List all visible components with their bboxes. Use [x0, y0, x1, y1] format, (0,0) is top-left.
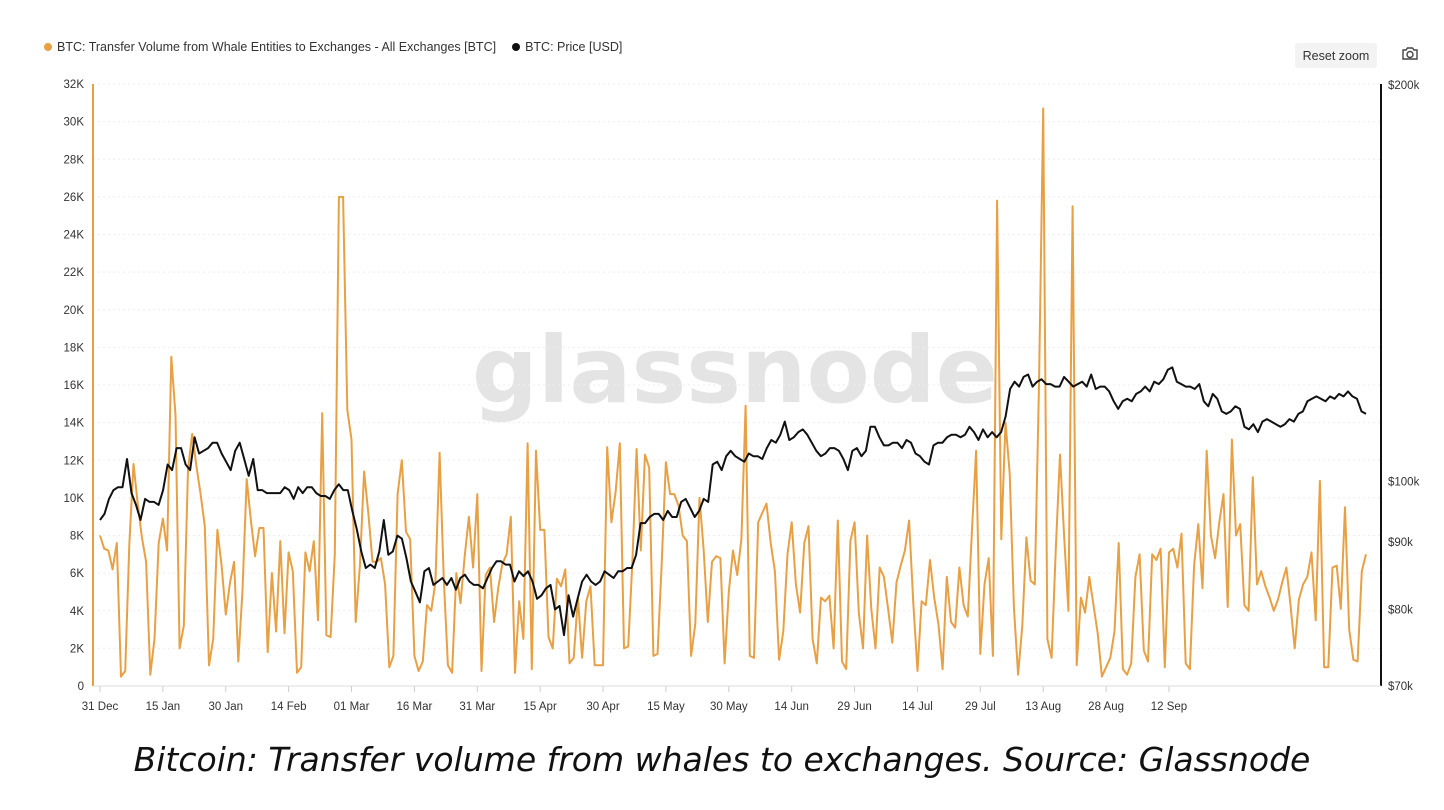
figure-caption: Bitcoin: Transfer volume from whales to … — [133, 740, 1311, 779]
x-tick-label: 12 Sep — [1151, 701, 1187, 713]
legend-label-price: BTC: Price [USD] — [525, 40, 623, 54]
legend-label-whale-volume: BTC: Transfer Volume from Whale Entities… — [57, 40, 497, 54]
right-tick-label: $70k — [1388, 681, 1413, 693]
x-tick-label: 01 Mar — [334, 701, 370, 713]
x-tick-label: 28 Aug — [1088, 701, 1124, 713]
watermark-text: glassnode — [472, 317, 998, 424]
left-tick-label: 28K — [64, 154, 85, 166]
price-line — [99, 366, 1367, 637]
whale-volume-line — [99, 107, 1367, 678]
left-axis-ticks: 0 2K 4K 6K 8K 10K 12K 14K 16K 18K 20K 22K 24K 26K 28K 3… — [64, 79, 85, 693]
camera-icon[interactable] — [1400, 45, 1420, 63]
x-tick-label: 31 Mar — [459, 701, 495, 713]
right-tick-label: $100k — [1388, 476, 1420, 488]
left-tick-label: 0 — [78, 681, 84, 693]
left-tick-label: 8K — [70, 531, 84, 543]
left-tick-label: 14K — [64, 418, 85, 430]
left-tick-label: 24K — [64, 230, 85, 242]
chart-area: glassnode 0 2K 4K 6K 8K 10K 12K 14K 16K 18K 20K 22K… — [64, 79, 1420, 713]
x-tick-label: 30 May — [710, 701, 748, 713]
left-tick-label: 22K — [64, 267, 85, 279]
legend-dot-whale-volume — [44, 43, 52, 51]
legend-item-whale-volume[interactable]: BTC: Transfer Volume from Whale Entities… — [44, 40, 496, 54]
left-tick-label: 16K — [64, 380, 85, 392]
left-tick-label: 6K — [70, 568, 84, 580]
x-tick-label: 14 Jul — [902, 701, 933, 713]
x-tick-label: 15 Jan — [146, 701, 181, 713]
left-tick-label: 32K — [64, 79, 85, 91]
x-tick-label: 14 Jun — [774, 701, 809, 713]
left-tick-label: 12K — [64, 455, 85, 467]
left-tick-label: 20K — [64, 305, 85, 317]
left-tick-label: 30K — [64, 117, 85, 129]
x-tick-label: 14 Feb — [271, 701, 307, 713]
x-tick-label: 30 Jan — [208, 701, 243, 713]
x-tick-label: 31 Dec — [82, 701, 119, 713]
right-axis-ticks: $70k $80k $90k $100k $200k — [1388, 80, 1420, 693]
series-layer — [99, 107, 1367, 678]
left-tick-label: 26K — [64, 192, 85, 204]
left-tick-label: 10K — [64, 493, 85, 505]
right-tick-label: $90k — [1388, 537, 1413, 549]
left-tick-label: 2K — [70, 643, 84, 655]
x-tick-label: 29 Jul — [965, 701, 996, 713]
chart-legend: BTC: Transfer Volume from Whale Entities… — [44, 40, 622, 54]
x-axis-ticks: 31 Dec 15 Jan 30 Jan 14 Feb 01 Mar 16 Mar 31 M… — [82, 686, 1187, 713]
x-tick-label: 13 Aug — [1025, 701, 1061, 713]
x-tick-label: 29 Jun — [837, 701, 872, 713]
x-tick-label: 15 Apr — [524, 701, 557, 713]
x-tick-label: 15 May — [647, 701, 685, 713]
camera-icon-svg — [1402, 47, 1418, 60]
right-tick-label: $200k — [1388, 80, 1420, 92]
legend-dot-price — [512, 43, 521, 51]
x-tick-label: 16 Mar — [397, 701, 433, 713]
right-tick-label: $80k — [1388, 604, 1413, 616]
left-tick-label: 18K — [64, 342, 85, 354]
legend-item-price[interactable]: BTC: Price [USD] — [512, 40, 622, 54]
left-tick-label: 4K — [70, 606, 84, 618]
reset-zoom-button[interactable]: Reset zoom — [1295, 43, 1377, 68]
x-tick-label: 30 Apr — [586, 701, 619, 713]
